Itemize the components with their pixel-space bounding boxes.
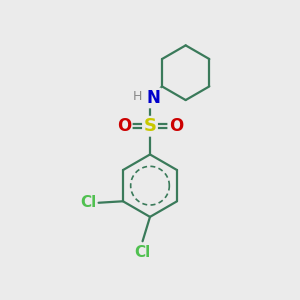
Text: S: S bbox=[143, 117, 157, 135]
Text: N: N bbox=[147, 89, 160, 107]
Text: H: H bbox=[133, 90, 142, 103]
Text: Cl: Cl bbox=[80, 195, 96, 210]
Text: O: O bbox=[117, 117, 131, 135]
Text: Cl: Cl bbox=[134, 245, 151, 260]
Text: O: O bbox=[169, 117, 183, 135]
